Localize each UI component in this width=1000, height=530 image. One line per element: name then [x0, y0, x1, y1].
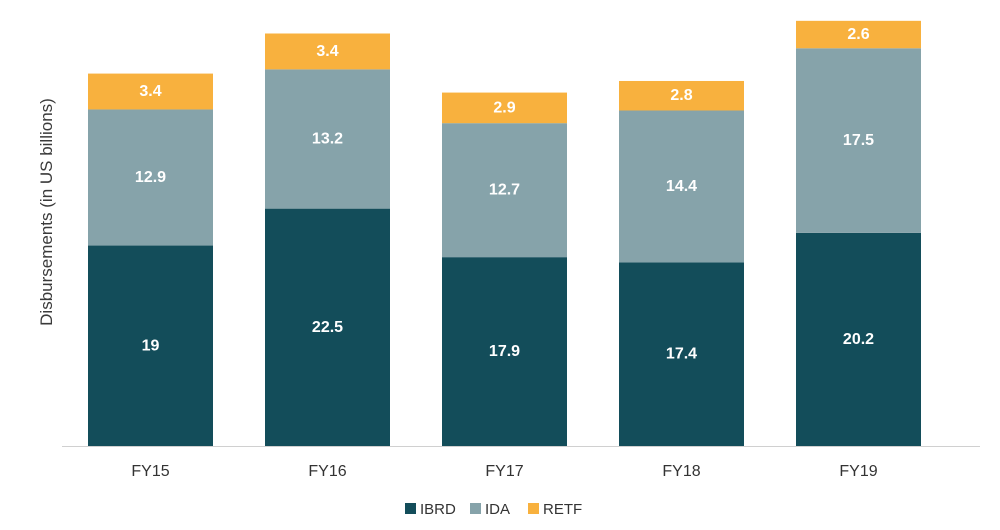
data-label-ibrd-fy16: 22.5 [312, 319, 343, 336]
data-label-ida-fy18: 14.4 [666, 178, 697, 195]
bar-ibrd-fy19 [796, 232, 921, 446]
data-labels-layer: 19 12.9 3.4 22.5 13.2 3.4 17.9 12.7 2.9 17.4 14.4 2… [135, 26, 874, 363]
x-tick-label-fy17: FY17 [485, 463, 523, 480]
x-tick-labels: FY15 FY16 FY17 FY18 FY19 [131, 463, 877, 480]
bar-ibrd-fy16 [265, 208, 390, 446]
x-tick-label-fy18: FY18 [662, 463, 700, 480]
data-label-ibrd-fy15: 19 [142, 337, 160, 354]
data-label-ida-fy15: 12.9 [135, 169, 166, 186]
data-label-retf-fy15: 3.4 [139, 83, 161, 100]
legend-label-ida: IDA [485, 501, 510, 518]
legend-label-ibrd: IBRD [420, 501, 456, 518]
data-label-retf-fy17: 2.9 [493, 99, 515, 116]
legend-item-ibrd: IBRD [405, 501, 456, 518]
data-label-retf-fy16: 3.4 [316, 43, 338, 60]
data-label-ibrd-fy17: 17.9 [489, 343, 520, 360]
bar-retf-fy19 [796, 20, 921, 49]
bar-ida-fy17 [442, 123, 567, 258]
bars-layer [88, 20, 921, 446]
bar-ida-fy15 [88, 109, 213, 246]
data-label-ida-fy19: 17.5 [843, 132, 874, 149]
legend-swatch-retf [528, 503, 539, 514]
data-label-retf-fy18: 2.8 [670, 87, 692, 104]
data-label-ibrd-fy19: 20.2 [843, 331, 874, 348]
bar-retf-fy18 [619, 80, 744, 111]
bar-ida-fy19 [796, 48, 921, 233]
bar-retf-fy17 [442, 92, 567, 124]
legend: IBRD IDA RETF [405, 501, 582, 518]
x-tick-label-fy15: FY15 [131, 463, 169, 480]
legend-swatch-ibrd [405, 503, 416, 514]
bar-retf-fy15 [88, 73, 213, 110]
x-tick-label-fy16: FY16 [308, 463, 346, 480]
data-label-ibrd-fy18: 17.4 [666, 346, 697, 363]
legend-label-retf: RETF [543, 501, 582, 518]
bar-ibrd-fy17 [442, 257, 567, 446]
bar-ida-fy18 [619, 110, 744, 263]
legend-item-ida: IDA [470, 501, 510, 518]
bar-retf-fy16 [265, 33, 390, 70]
data-label-ida-fy16: 13.2 [312, 130, 343, 147]
bar-ibrd-fy15 [88, 245, 213, 446]
x-tick-label-fy19: FY19 [839, 463, 877, 480]
y-axis-title: Disbursements (in US billions) [37, 98, 56, 326]
data-label-retf-fy19: 2.6 [847, 26, 869, 43]
bar-ibrd-fy18 [619, 262, 744, 446]
bar-ida-fy16 [265, 69, 390, 209]
data-label-ida-fy17: 12.7 [489, 182, 520, 199]
legend-item-retf: RETF [528, 501, 582, 518]
legend-swatch-ida [470, 503, 481, 514]
